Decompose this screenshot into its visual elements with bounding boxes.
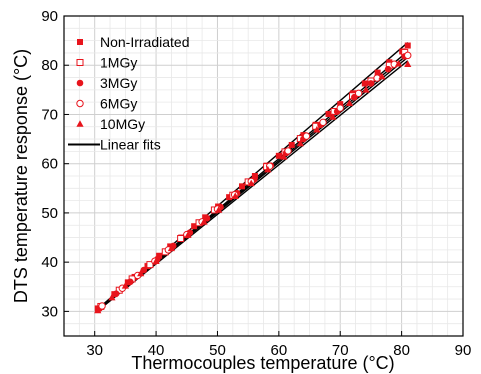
grid-layer [63,15,464,337]
data-point [319,118,327,127]
data-point [404,60,412,68]
y-tick-label: 40 [41,254,58,271]
data-point [288,141,295,148]
plot-frame [63,15,464,337]
data-point [215,206,223,213]
data-point [361,80,368,87]
legend: Non-Irradiated 1MGy 3MGy 6MGy 10MGy Linear fi… [68,34,190,153]
data-point [362,86,370,93]
data-point [367,80,375,87]
data-point [247,179,255,187]
data-point [121,281,129,289]
data-point [152,257,160,264]
data-point [384,65,392,73]
data-point [264,165,272,173]
data-point [146,261,154,269]
data-point [231,192,239,199]
legend-marker [76,120,84,127]
data-point [251,173,258,179]
legend-marker [77,39,83,45]
legend-marker [76,99,84,108]
y-axis-label: DTS temperature response (°C) [11,49,31,303]
x-tick-label: 40 [148,342,165,359]
data-point [325,110,332,117]
legend-label: 3MGy [100,75,137,91]
data-point [296,139,304,147]
ticks-layer: 30 40 50 60 70 80 90 30 40 50 60 70 80 90 [41,8,471,359]
data-point [108,293,116,301]
legend-label: 1MGy [100,55,137,71]
data-point [329,113,337,120]
data-point [200,217,208,225]
data-point [203,215,211,222]
legend-label: 6MGy [100,96,137,112]
data-point [167,244,176,252]
x-tick-label: 30 [86,342,103,359]
data-point [404,51,412,60]
data-point [394,59,403,67]
data-point [140,266,148,274]
y-tick-label: 90 [41,8,58,25]
data-point [184,231,192,238]
y-tick-label: 50 [41,205,58,222]
data-point [404,42,411,49]
legend-marker [76,59,84,66]
data-point [275,152,282,159]
x-tick-label: 50 [209,342,226,359]
legend-label: Linear fits [100,137,161,153]
data-point [239,183,246,190]
data-point [378,72,386,80]
y-tick-label: 70 [41,106,58,123]
markers-layer [94,42,412,314]
y-tick-label: 80 [41,57,58,74]
data-point [177,235,185,243]
x-tick-label: 70 [332,342,349,359]
y-tick-label: 30 [41,303,58,320]
data-point [126,278,134,286]
x-axis-label: Thermocouples temperature (°C) [131,353,394,373]
data-point [137,269,145,277]
data-point [112,290,120,297]
data-point [191,223,198,230]
data-point [226,194,233,201]
x-tick-label: 80 [393,342,410,359]
data-point [336,104,344,112]
data-point [354,89,363,97]
legend-marker [76,79,84,87]
data-point [284,147,292,155]
legend-label: 10MGy [100,116,145,132]
legend-label: Non-Irradiated [100,34,190,50]
x-tick-label: 90 [455,342,472,359]
data-point [94,306,102,314]
data-point [337,101,344,108]
x-tick-label: 60 [271,342,288,359]
data-point [345,99,354,106]
data-point [280,153,288,160]
data-point [374,69,381,76]
data-point [313,125,321,133]
data-point [98,302,106,310]
y-tick-label: 60 [41,156,58,173]
data-point [302,132,311,140]
data-point [156,252,163,259]
